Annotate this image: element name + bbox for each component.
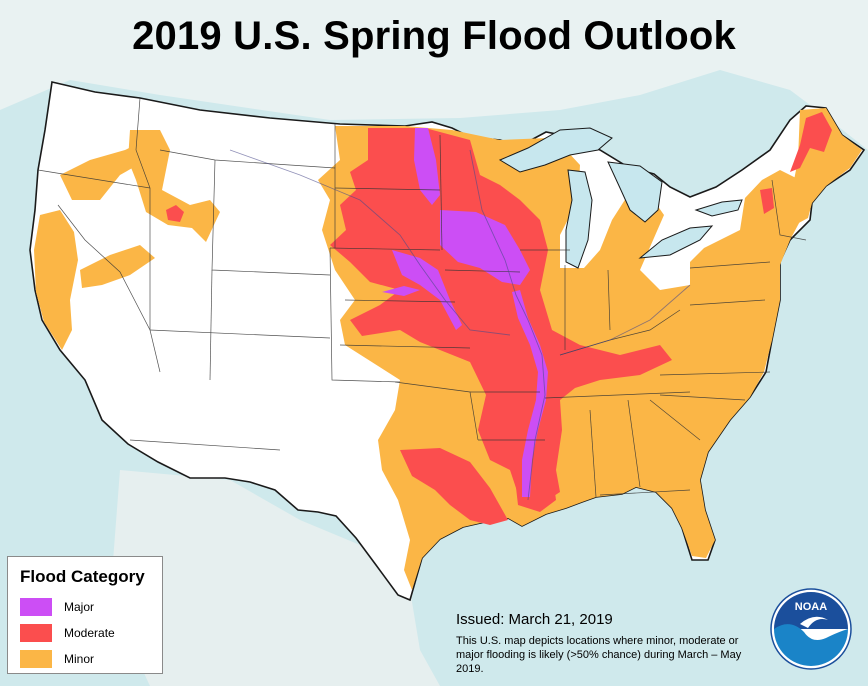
- border-mn-east: [439, 134, 443, 251]
- moderate-zone-idaho: [166, 205, 184, 222]
- moderate-zone-plains: [330, 128, 672, 505]
- mexico-land: [110, 470, 440, 686]
- border-tn-south: [544, 391, 691, 399]
- border-new-england: [771, 179, 807, 241]
- missouri-river: [229, 149, 511, 336]
- minor-zone-oregon: [60, 142, 150, 200]
- legend-item-minor: Minor: [20, 646, 162, 672]
- map-title: 2019 U.S. Spring Flood Outlook: [132, 14, 736, 58]
- state-borders: [37, 97, 807, 498]
- legend: Flood Category Major Moderate Minor: [7, 556, 163, 674]
- major-zone-upper-mississippi: [440, 210, 530, 285]
- legend-title: Flood Category: [20, 567, 145, 586]
- lake-ontario: [694, 199, 743, 217]
- legend-label-minor: Minor: [64, 652, 95, 666]
- legend-label-moderate: Moderate: [64, 626, 115, 640]
- major-zone-red-river: [414, 128, 440, 205]
- border-in-oh: [607, 269, 611, 331]
- great-lakes: [498, 127, 743, 269]
- border-ms-al: [589, 409, 597, 498]
- noaa-logo-icon: NOAA: [770, 588, 852, 670]
- border-pa-south: [689, 299, 766, 306]
- legend-item-moderate: Moderate: [20, 620, 162, 646]
- border-dakotas: [334, 187, 441, 191]
- mississippi-river: [469, 149, 546, 501]
- border-california-east: [57, 204, 161, 373]
- border-ia-mo: [444, 269, 521, 273]
- border-ks-ok: [339, 344, 471, 349]
- major-zone-mississippi-channel: [512, 290, 548, 497]
- lake-michigan: [565, 169, 593, 269]
- legend-label-major: Major: [64, 600, 95, 614]
- moderate-zone-vermont: [760, 188, 774, 214]
- legend-swatch-major: [20, 598, 52, 616]
- ohio-river: [559, 284, 691, 356]
- moderate-zone-maine: [790, 112, 832, 172]
- moderate-zone-texas-arkansas: [400, 448, 508, 525]
- minor-zone-nevada: [80, 245, 155, 288]
- minor-zone-idaho: [128, 130, 220, 242]
- map-description: This U.S. map depicts locations where mi…: [456, 635, 742, 675]
- border-va-nc: [659, 371, 771, 376]
- major-flood-zones: [382, 128, 548, 497]
- legend-swatch-moderate: [20, 624, 52, 642]
- border-colorado-east: [329, 247, 401, 383]
- border-ga-fl: [599, 489, 691, 496]
- canada-land: [0, 0, 868, 150]
- major-zone-missouri: [392, 250, 462, 330]
- legend-swatch-minor: [20, 650, 52, 668]
- border-new-mexico-south: [129, 439, 281, 451]
- lake-superior: [498, 127, 613, 173]
- border-pa-ny: [689, 261, 771, 269]
- border-idaho-west: [135, 97, 151, 189]
- border-al-ga: [627, 399, 641, 488]
- border-nc-sc: [659, 394, 746, 401]
- border-oregon-south: [37, 169, 151, 189]
- lake-huron: [607, 161, 663, 223]
- border-ga-sc: [649, 399, 701, 441]
- lake-erie: [638, 225, 714, 259]
- noaa-logo-text: NOAA: [795, 601, 827, 613]
- border-sd-ne: [329, 247, 441, 251]
- rivers: [229, 149, 691, 501]
- border-ne-ks: [344, 299, 456, 303]
- issued-date: Issued: March 21, 2019: [456, 611, 613, 628]
- minor-zone-west-coast: [34, 210, 78, 350]
- moderate-flood-zones: [166, 112, 832, 525]
- border-four-corners: [149, 329, 331, 339]
- border-utah-colorado: [209, 269, 213, 381]
- major-zone-nebraska: [382, 286, 420, 296]
- legend-item-major: Major: [20, 594, 162, 620]
